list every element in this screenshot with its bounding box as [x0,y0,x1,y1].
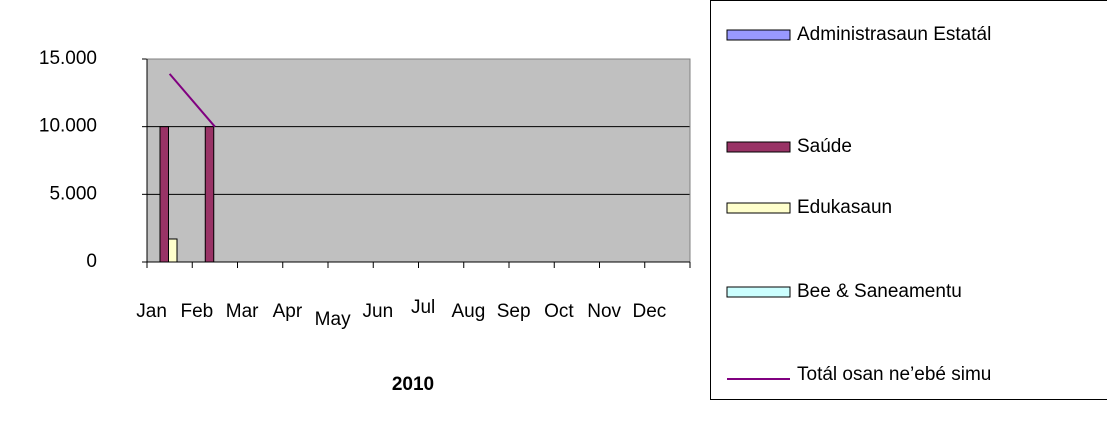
line [168,73,216,128]
x-axis-title: 2010 [392,374,434,395]
plot-area [147,59,690,262]
y-tick-label: 5.000 [49,183,97,204]
legend-box [710,0,1107,400]
legend-label: Saúde [797,136,852,157]
legend-swatch [726,141,791,153]
x-tick-label: Feb [181,301,214,322]
x-tick-label: Dec [632,301,666,322]
legend-swatch [726,202,791,214]
x-tick-label: Oct [544,301,574,322]
legend-label: Administrasaun Estatál [797,24,991,45]
y-tick-label: 10.000 [39,116,97,137]
bar [204,126,215,263]
bar [168,238,178,263]
x-tick-label: Apr [273,301,303,322]
x-tick-label: May [315,309,351,330]
y-tick-label: 15.000 [39,48,97,69]
x-tick-label: Nov [587,301,621,322]
legend-label: Edukasaun [797,197,892,218]
legend-swatch [726,286,791,298]
legend-swatch [726,29,791,41]
x-tick-label: Jun [363,301,394,322]
x-tick-label: Sep [497,301,531,322]
x-tick-label: Aug [451,301,485,322]
y-tick-label: 0 [86,251,97,272]
x-tick-label: Jul [411,297,435,318]
legend-label: Bee & Saneamentu [797,281,962,302]
bar [159,126,169,263]
x-tick-label: Mar [226,301,259,322]
legend-label: Totál osan ne’ebé simu [797,364,991,385]
x-tick-label: Jan [136,301,167,322]
